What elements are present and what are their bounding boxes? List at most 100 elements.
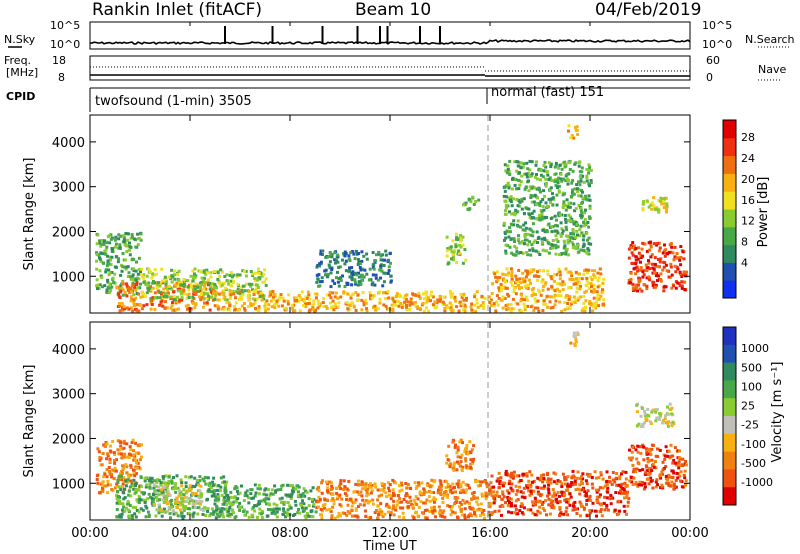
data-cell bbox=[575, 512, 579, 515]
data-cell bbox=[659, 486, 662, 490]
data-cell bbox=[272, 303, 276, 307]
data-cell bbox=[431, 511, 435, 515]
data-cell bbox=[587, 225, 591, 229]
data-cell bbox=[432, 496, 436, 500]
freq-left-top: 18 bbox=[52, 54, 66, 67]
data-cell bbox=[505, 267, 509, 271]
data-cell bbox=[233, 304, 236, 308]
data-cell bbox=[414, 301, 417, 304]
data-cell bbox=[263, 488, 267, 492]
data-cell bbox=[123, 509, 127, 513]
data-cell bbox=[272, 507, 276, 511]
data-cell bbox=[319, 302, 322, 306]
data-cell bbox=[436, 298, 440, 302]
data-cell bbox=[510, 471, 514, 475]
data-cell bbox=[538, 511, 542, 515]
power-data bbox=[95, 124, 688, 313]
data-cell bbox=[206, 292, 210, 296]
data-cell bbox=[596, 279, 600, 283]
xtick-label-3: 12:00 bbox=[371, 526, 408, 541]
data-cell bbox=[312, 503, 316, 506]
data-cell bbox=[549, 501, 553, 504]
data-cell bbox=[543, 230, 547, 234]
data-cell bbox=[540, 214, 544, 218]
data-cell bbox=[565, 173, 569, 177]
data-cell bbox=[450, 257, 453, 261]
data-cell bbox=[539, 190, 542, 194]
data-cell bbox=[149, 307, 153, 311]
data-cell bbox=[639, 260, 642, 264]
ytick-label-1-1: 2000 bbox=[52, 432, 85, 447]
data-cell bbox=[453, 511, 457, 515]
data-cell bbox=[482, 304, 486, 307]
data-cell bbox=[509, 303, 513, 306]
data-cell bbox=[466, 483, 470, 487]
data-cell bbox=[656, 242, 660, 245]
data-cell bbox=[466, 515, 470, 519]
colorbar-tick-1-1: 500 bbox=[741, 361, 762, 374]
data-cell bbox=[670, 480, 674, 484]
data-cell bbox=[125, 306, 129, 310]
data-cell bbox=[448, 505, 452, 508]
data-cell bbox=[189, 282, 193, 286]
data-cell bbox=[163, 306, 167, 310]
data-cell bbox=[437, 505, 441, 509]
data-cell bbox=[441, 511, 445, 515]
data-cell bbox=[243, 513, 247, 517]
data-cell bbox=[105, 290, 109, 294]
data-cell bbox=[671, 469, 675, 473]
data-cell bbox=[167, 291, 170, 295]
data-cell bbox=[528, 213, 532, 217]
data-cell bbox=[203, 301, 207, 305]
data-cell bbox=[554, 299, 558, 303]
data-cell bbox=[222, 291, 226, 295]
data-cell bbox=[598, 267, 602, 271]
data-cell bbox=[567, 253, 571, 257]
data-cell bbox=[135, 461, 138, 465]
data-cell bbox=[355, 490, 359, 494]
data-cell bbox=[570, 274, 574, 278]
data-cell bbox=[547, 497, 551, 501]
data-cell bbox=[205, 296, 209, 300]
data-cell bbox=[469, 507, 473, 511]
data-cell bbox=[546, 287, 550, 291]
data-cell bbox=[587, 168, 591, 172]
data-cell bbox=[650, 469, 654, 473]
data-cell bbox=[364, 301, 368, 305]
data-cell bbox=[164, 291, 168, 295]
data-cell bbox=[111, 439, 115, 443]
data-cell bbox=[381, 515, 385, 519]
data-cell bbox=[495, 479, 499, 483]
colorbar-swatch-1-8 bbox=[723, 469, 736, 488]
data-cell bbox=[216, 271, 220, 275]
data-cell bbox=[168, 493, 172, 497]
data-cell bbox=[652, 271, 656, 275]
data-cell bbox=[117, 302, 121, 305]
data-cell bbox=[538, 213, 542, 217]
data-cell bbox=[197, 483, 201, 487]
data-cell bbox=[679, 479, 683, 483]
colorbar-swatch-0-4 bbox=[723, 209, 736, 228]
data-cell bbox=[683, 280, 687, 284]
data-cell bbox=[98, 458, 102, 462]
noise-left-bottom: 10^0 bbox=[50, 38, 80, 51]
data-cell bbox=[132, 458, 136, 462]
data-cell bbox=[552, 491, 556, 495]
data-cell bbox=[504, 249, 508, 253]
freq-right-bottom: 0 bbox=[706, 71, 713, 84]
data-cell bbox=[451, 467, 455, 471]
data-cell bbox=[482, 516, 486, 520]
data-cell bbox=[510, 270, 514, 274]
data-cell bbox=[578, 500, 582, 504]
data-cell bbox=[455, 236, 459, 240]
data-cell bbox=[135, 498, 139, 502]
data-cell bbox=[118, 309, 122, 313]
data-cell bbox=[554, 472, 558, 476]
data-cell bbox=[538, 290, 542, 294]
data-cell bbox=[684, 463, 688, 467]
data-cell bbox=[358, 280, 362, 284]
data-cell bbox=[487, 510, 491, 514]
data-cell bbox=[560, 283, 564, 287]
data-cell bbox=[529, 305, 533, 309]
data-cell bbox=[354, 508, 358, 512]
